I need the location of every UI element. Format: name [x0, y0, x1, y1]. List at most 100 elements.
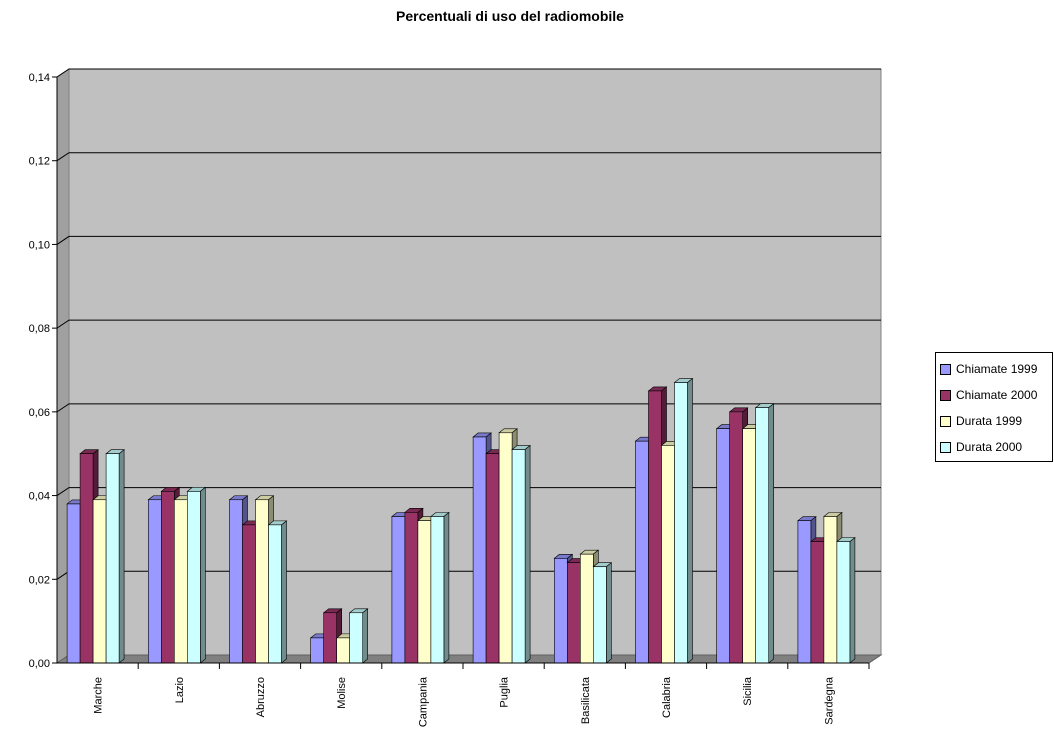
- legend-label: Durata 1999: [956, 414, 1023, 428]
- bar-front: [566, 562, 581, 664]
- bar-front: [430, 516, 445, 664]
- y-tick-label: 0,12: [29, 156, 50, 168]
- bar-front: [823, 516, 838, 664]
- legend-item: Chiamate 1999: [940, 356, 1052, 382]
- bar-front: [255, 499, 269, 664]
- x-tick-label: Marche: [93, 677, 105, 714]
- legend-swatch: [940, 363, 951, 375]
- x-tick-label: Puglia: [499, 676, 511, 707]
- bar-side: [687, 377, 693, 664]
- bar-front: [268, 524, 282, 664]
- bar-side: [849, 536, 856, 664]
- legend-swatch: [940, 389, 951, 401]
- bar-front: [391, 516, 406, 664]
- bar-side: [768, 403, 775, 664]
- y-tick-label: 0,14: [29, 72, 50, 84]
- bar: [836, 536, 856, 664]
- bar-front: [810, 541, 825, 664]
- bar-front: [648, 390, 662, 664]
- gridline: [56, 235, 881, 245]
- bar-side: [362, 608, 369, 664]
- bar-front: [592, 566, 607, 664]
- x-tick-label: Basilicata: [580, 676, 592, 724]
- bar-front: [336, 637, 351, 664]
- bar: [673, 377, 694, 664]
- y-tick-label: 0,04: [29, 491, 50, 503]
- bar-front: [349, 612, 364, 664]
- bar-side: [443, 511, 450, 664]
- bar-front: [404, 512, 419, 664]
- y-tick-labels: 0,00 0,02 0,04 0,06 0,08 0,10 0,12 0,14: [29, 72, 50, 670]
- x-tick-label: Calabria: [661, 676, 673, 718]
- gridline: [56, 68, 881, 78]
- chart-title: Percentuali di uso del radiomobile: [396, 8, 624, 24]
- bar-front: [161, 491, 175, 664]
- bar-front: [553, 558, 568, 664]
- axes: [52, 76, 870, 669]
- legend: Chiamate 1999 Chiamate 2000 Durata 1999 Dur…: [935, 352, 1053, 462]
- y-tick-label: 0,02: [29, 574, 50, 586]
- x-tick-labels: Marche Lazio Abruzzo Molise Campania Puglia Ba…: [93, 676, 836, 727]
- bar: [348, 608, 369, 664]
- bar: [592, 562, 613, 664]
- bar-front: [417, 520, 432, 664]
- bars: [66, 377, 856, 664]
- y-tick-label: 0,06: [29, 407, 50, 419]
- bar-front: [716, 428, 731, 664]
- bar-front: [579, 553, 594, 664]
- bar-front: [485, 453, 500, 664]
- legend-label: Chiamate 2000: [956, 388, 1038, 402]
- bar-front: [148, 499, 162, 664]
- bar-front: [797, 520, 812, 664]
- x-tick-label: Abruzzo: [255, 677, 267, 717]
- y-tick-label: 0,00: [29, 658, 50, 670]
- legend-swatch: [940, 441, 951, 453]
- bar-front: [472, 436, 487, 664]
- legend-swatch: [940, 415, 951, 427]
- bar-front: [92, 499, 107, 664]
- bar: [511, 444, 531, 664]
- bar: [105, 449, 125, 664]
- bar-front: [79, 453, 94, 664]
- legend-item: Durata 1999: [940, 408, 1052, 434]
- bar: [186, 486, 207, 664]
- bar-side: [281, 520, 287, 664]
- x-tick-label: Sicilia: [742, 676, 754, 706]
- bar-front: [229, 499, 243, 664]
- bar-front: [511, 449, 526, 664]
- bar-front: [66, 503, 81, 664]
- bar-front: [755, 407, 770, 664]
- legend-label: Chiamate 1999: [956, 362, 1038, 376]
- bar-front: [105, 453, 120, 664]
- bar-front: [635, 440, 649, 664]
- x-tick-label: Sardegna: [823, 676, 835, 725]
- bar-front: [661, 445, 675, 664]
- bar-side: [605, 562, 612, 664]
- bar-front: [498, 432, 513, 664]
- gridline: [56, 403, 881, 413]
- gridline: [56, 319, 881, 329]
- bar-front: [323, 612, 338, 664]
- y-tick-label: 0,10: [29, 239, 50, 251]
- bar-front: [742, 428, 757, 664]
- bar: [430, 511, 450, 664]
- bar-front: [836, 541, 851, 664]
- bar-front: [674, 382, 688, 664]
- y-tick-label: 0,08: [29, 323, 50, 335]
- bar-front: [187, 491, 201, 664]
- bar-side: [118, 449, 125, 664]
- bar-front: [174, 499, 188, 664]
- bar-side: [200, 486, 206, 664]
- legend-item: Chiamate 2000: [940, 382, 1052, 408]
- legend-label: Durata 2000: [956, 440, 1023, 454]
- gridline: [56, 152, 881, 162]
- x-tick-label: Lazio: [174, 677, 186, 703]
- bar-side: [524, 444, 531, 664]
- x-tick-label: Campania: [417, 676, 429, 727]
- legend-item: Durata 2000: [940, 434, 1052, 460]
- bar: [754, 403, 775, 664]
- bar: [267, 520, 288, 664]
- bar-front: [242, 524, 256, 664]
- bar-front: [729, 411, 744, 664]
